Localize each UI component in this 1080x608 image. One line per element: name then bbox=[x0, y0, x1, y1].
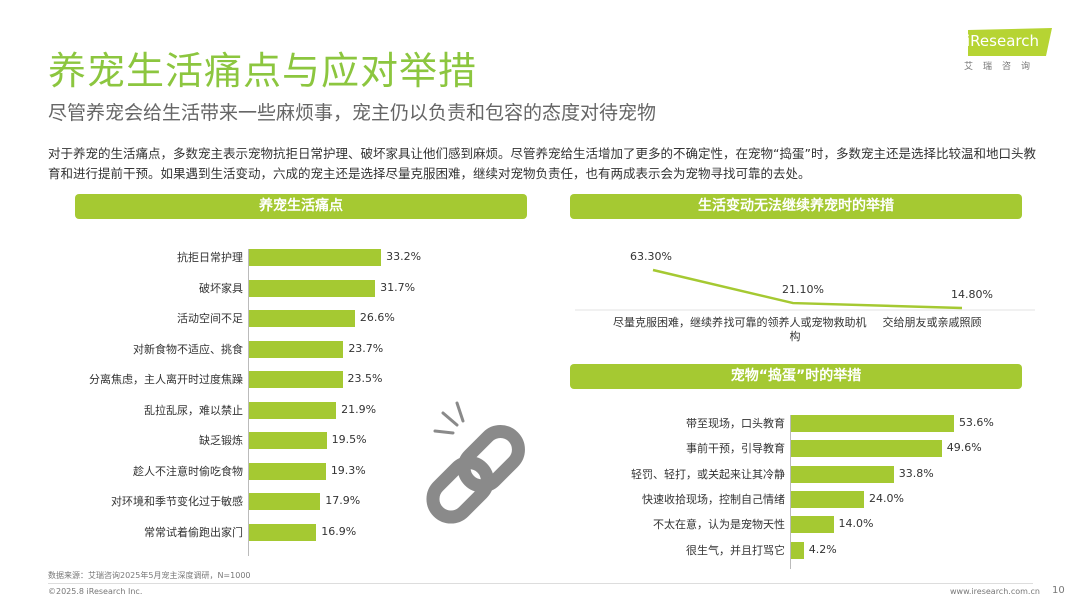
category-label: 分离焦虑，主人离开时过度焦躁 bbox=[89, 373, 243, 386]
value-label: 33.8% bbox=[898, 466, 934, 480]
category-label: 活动空间不足 bbox=[177, 312, 243, 325]
website-link[interactable]: www.iresearch.com.cn bbox=[950, 587, 1040, 596]
value-label: 26.6% bbox=[359, 311, 395, 324]
value-label: 21.10% bbox=[782, 283, 824, 296]
footer-divider bbox=[48, 583, 1033, 584]
category-label: 对环境和季节变化过于敏感 bbox=[111, 495, 243, 508]
bar bbox=[249, 249, 382, 266]
value-label: 23.5% bbox=[347, 372, 383, 385]
value-label: 63.30% bbox=[630, 250, 672, 263]
page-number: 10 bbox=[1052, 585, 1065, 596]
value-label: 49.6% bbox=[946, 441, 982, 455]
value-label: 24.0% bbox=[868, 491, 904, 505]
category-label: 抗拒日常护理 bbox=[177, 251, 243, 264]
bar bbox=[249, 493, 321, 510]
value-label: 19.5% bbox=[331, 433, 367, 446]
copyright: ©2025.8 iResearch Inc. bbox=[48, 587, 143, 596]
bar bbox=[791, 516, 834, 534]
category-label: 快速收拾现场，控制自己情绪 bbox=[642, 492, 785, 506]
value-label: 21.9% bbox=[341, 402, 377, 416]
chart3-title: 宠物“捣蛋”时的举措 bbox=[570, 364, 1022, 389]
chart1-title: 养宠生活痛点 bbox=[75, 194, 527, 219]
bar bbox=[791, 415, 954, 432]
category-label: 乱拉乱尿，难以禁止 bbox=[144, 403, 243, 417]
category-label: 事前干预，引导教育 bbox=[686, 442, 785, 456]
page-subtitle: 尽管养宠会给生活带来一些麻烦事，宠主仍以负责和包容的态度对待宠物 bbox=[48, 102, 657, 124]
logo-subtext: 艾瑞咨询 bbox=[964, 62, 1041, 72]
category-label: 轻罚、轻打，或关起来让其冷静 bbox=[631, 467, 785, 481]
bar-axis bbox=[790, 415, 791, 569]
category-label: 不太在意，认为是宠物天性 bbox=[653, 518, 785, 532]
bar bbox=[791, 541, 804, 559]
category-label: 对新食物不适应、挑食 bbox=[133, 342, 243, 356]
category-label: 构 bbox=[790, 329, 801, 343]
iresearch-logo bbox=[968, 28, 1052, 56]
bar bbox=[249, 340, 344, 358]
category-label: 常常试着偷跑出家门 bbox=[144, 525, 243, 539]
chart2-title: 生活变动无法继续养宠时的举措 bbox=[570, 194, 1022, 219]
bar-axis bbox=[248, 249, 249, 556]
bar bbox=[249, 371, 343, 388]
bar bbox=[249, 279, 376, 297]
category-label: 破坏家具 bbox=[199, 281, 243, 295]
bar bbox=[249, 432, 327, 449]
value-label: 4.2% bbox=[808, 542, 837, 556]
value-label: 16.9% bbox=[321, 524, 357, 538]
value-label: 23.7% bbox=[348, 341, 384, 355]
category-label: 趁人不注意时偷吃食物 bbox=[133, 464, 243, 478]
category-label: 交给朋友或亲戚照顾 bbox=[883, 315, 982, 329]
bar bbox=[791, 490, 864, 508]
bar bbox=[791, 465, 894, 483]
category-label: 尽量克服困难，继续养 bbox=[613, 315, 723, 329]
value-label: 14.0% bbox=[838, 517, 874, 531]
value-label: 33.2% bbox=[386, 250, 422, 263]
bar bbox=[249, 401, 337, 419]
bar bbox=[249, 462, 326, 480]
category-label: 很生气，并且打骂它 bbox=[686, 543, 785, 557]
logo-text: iResearch bbox=[966, 32, 1039, 50]
value-label: 53.6% bbox=[958, 416, 994, 429]
category-label: 缺乏锻炼 bbox=[199, 434, 243, 447]
value-label: 14.80% bbox=[951, 288, 993, 301]
value-label: 17.9% bbox=[325, 494, 361, 507]
bar bbox=[791, 440, 942, 458]
value-label: 19.3% bbox=[330, 463, 366, 477]
value-label: 31.7% bbox=[380, 280, 416, 294]
category-label: 带至现场，口头教育 bbox=[686, 417, 785, 430]
broken-chain-icon bbox=[426, 401, 525, 524]
series-line bbox=[652, 268, 963, 310]
bar bbox=[249, 310, 355, 327]
data-source: 数据来源：艾瑞咨询2025年5月宠主深度调研，N=1000 bbox=[48, 571, 251, 580]
summary-text: 对于养宠的生活痛点，多数宠主表示宠物抗拒日常护理、破坏家具让他们感到麻烦。尽管养… bbox=[48, 146, 1036, 181]
category-label: 找可靠的领养人或宠物救助机 bbox=[724, 315, 867, 329]
page-title: 养宠生活痛点与应对举措 bbox=[48, 49, 478, 93]
bar bbox=[249, 523, 317, 541]
